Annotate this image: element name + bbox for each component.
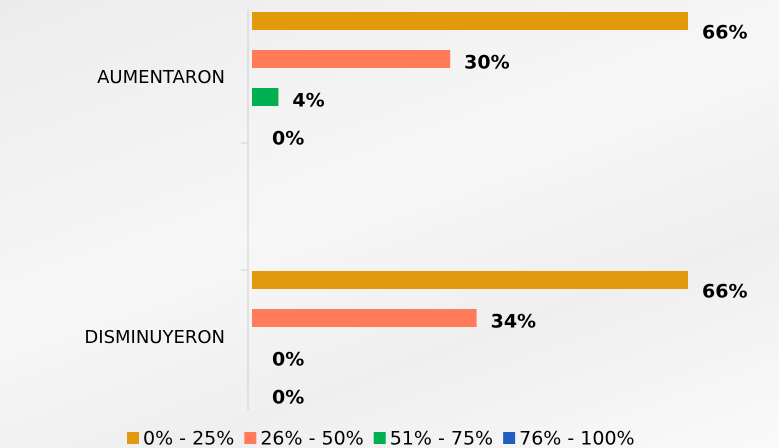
data-label: 4%: [292, 90, 324, 112]
data-label: 66%: [702, 22, 747, 44]
legend-swatch: [127, 432, 139, 444]
bar: [252, 309, 477, 327]
legend-label: 26% - 50%: [260, 428, 363, 448]
bar: [252, 88, 279, 106]
data-label: 34%: [491, 311, 536, 333]
legend-swatch: [244, 432, 257, 444]
legend-swatch: [373, 432, 386, 444]
legend-label: 51% - 75%: [390, 428, 493, 448]
data-label: 0%: [272, 349, 304, 371]
legend-label: 0% - 25%: [143, 428, 234, 448]
legend-swatch: [503, 432, 516, 444]
category-label: DISMINUYERON: [84, 327, 225, 348]
data-label: 30%: [464, 52, 509, 74]
bar: [252, 271, 688, 289]
data-label: 66%: [702, 281, 747, 303]
data-label: 0%: [272, 128, 304, 150]
category-label: AUMENTARON: [97, 67, 225, 88]
legend-label: 76% - 100%: [519, 428, 634, 448]
data-label: 0%: [272, 387, 304, 409]
bar: [252, 50, 451, 68]
bar: [252, 12, 688, 30]
